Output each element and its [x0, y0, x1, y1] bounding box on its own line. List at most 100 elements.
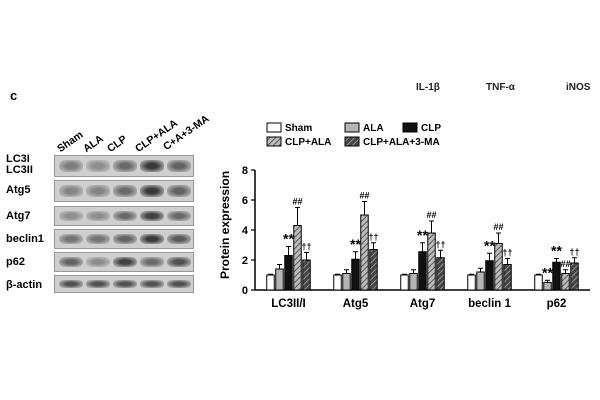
legend-label: CLP+ALA+3-MA	[363, 137, 440, 148]
cutoff-label-tnfa: TNF-α	[486, 82, 515, 93]
cutoff-label-inos: iNOS	[566, 82, 591, 93]
lane-label-1: ALA	[81, 132, 106, 155]
bar	[427, 232, 436, 291]
lane-label-0: Sham	[55, 128, 86, 155]
blot-band	[113, 185, 137, 197]
significance-mark: ††	[435, 239, 445, 249]
significance-mark: ††	[301, 242, 311, 252]
significance-mark: ##	[493, 222, 503, 232]
blot-strip	[54, 275, 194, 293]
y-tick-label: 0	[242, 285, 248, 297]
category-label: beclin 1	[468, 298, 511, 310]
blot-band	[59, 211, 83, 221]
blot-row-label: Atg7	[6, 210, 31, 222]
significance-mark: ††	[502, 248, 512, 258]
blot-band	[59, 160, 83, 172]
legend-label: CLP	[421, 123, 441, 134]
blot-band	[140, 185, 164, 197]
blot-band	[167, 211, 191, 221]
bar	[570, 262, 579, 291]
blot-strip	[54, 180, 194, 202]
bar	[467, 274, 476, 291]
bar	[369, 249, 378, 291]
blot-band	[167, 234, 191, 244]
blot-band	[86, 257, 110, 267]
blot-band	[86, 211, 110, 221]
bar	[293, 225, 302, 291]
significance-mark: ##	[426, 210, 436, 220]
blot-row-label: β-actin	[6, 279, 43, 291]
blot-band	[59, 257, 83, 267]
blot-row-label: p62	[6, 256, 25, 268]
panel-label: c	[10, 88, 18, 103]
protein-expression-bar-chart: 0 2 4 6 8 Protein expression Sham ALA CLP CLP+ALA…	[218, 122, 590, 310]
category-label: p62	[547, 298, 567, 310]
blot-band	[86, 185, 110, 197]
blot-strip	[54, 206, 194, 226]
blot-strip	[54, 252, 194, 272]
blot-band	[167, 160, 191, 172]
bar	[436, 257, 445, 291]
legend-label: Sham	[285, 123, 312, 134]
category-label: LC3II/I	[271, 298, 306, 310]
blot-band	[59, 280, 83, 288]
bar	[342, 273, 351, 291]
bar	[333, 274, 342, 291]
y-axis-label: Protein expression	[218, 171, 232, 279]
y-tick-label: 4	[242, 225, 249, 237]
blot-band	[167, 185, 191, 197]
blot-band	[59, 185, 83, 197]
significance-mark: ##	[292, 197, 302, 207]
blot-band	[113, 234, 137, 244]
blot-band	[140, 160, 164, 172]
bar	[400, 274, 409, 291]
blot-band	[113, 257, 137, 267]
bar	[476, 271, 485, 291]
blot-strip	[54, 155, 194, 177]
blot-row-label: LC3I LC3II	[6, 153, 33, 176]
cutoff-label-il1b: IL-1β	[416, 82, 440, 93]
blot-band	[140, 257, 164, 267]
bar	[351, 258, 360, 291]
blot-row-label: beclin1	[6, 233, 44, 245]
category-label: Atg5	[343, 298, 369, 310]
legend-swatch	[344, 122, 360, 133]
legend-swatch	[266, 122, 282, 133]
significance-mark: ##	[560, 259, 570, 269]
blot-band	[59, 234, 83, 244]
significance-mark: **	[283, 231, 294, 247]
bar	[543, 282, 552, 291]
blot-band	[140, 211, 164, 221]
significance-mark: **	[551, 243, 562, 259]
blot-band	[113, 211, 137, 221]
bar	[494, 243, 503, 291]
significance-mark: ††	[569, 247, 579, 257]
bar	[275, 268, 284, 291]
blot-band	[113, 280, 137, 288]
significance-mark: **	[350, 236, 361, 252]
legend-swatch	[344, 136, 360, 147]
significance-mark: **	[417, 227, 428, 243]
legend-swatch	[402, 122, 418, 133]
blot-band	[167, 257, 191, 267]
y-tick-label: 6	[242, 195, 248, 207]
blot-band	[140, 280, 164, 288]
bar	[409, 273, 418, 291]
blot-band	[140, 234, 164, 244]
legend-label: CLP+ALA	[285, 137, 331, 148]
blot-band	[167, 280, 191, 288]
significance-mark: ††	[368, 232, 378, 242]
blot-band	[86, 234, 110, 244]
bar	[302, 259, 311, 291]
legend-label: ALA	[363, 123, 384, 134]
significance-mark: **	[542, 264, 553, 280]
bar	[561, 273, 570, 291]
blot-band	[113, 160, 137, 172]
bar	[284, 255, 293, 291]
y-tick-label: 2	[242, 255, 248, 267]
category-label: Atg7	[410, 298, 436, 310]
significance-mark: **	[484, 237, 495, 253]
y-tick-label: 8	[242, 165, 248, 177]
bar	[503, 264, 512, 291]
bar	[485, 260, 494, 291]
